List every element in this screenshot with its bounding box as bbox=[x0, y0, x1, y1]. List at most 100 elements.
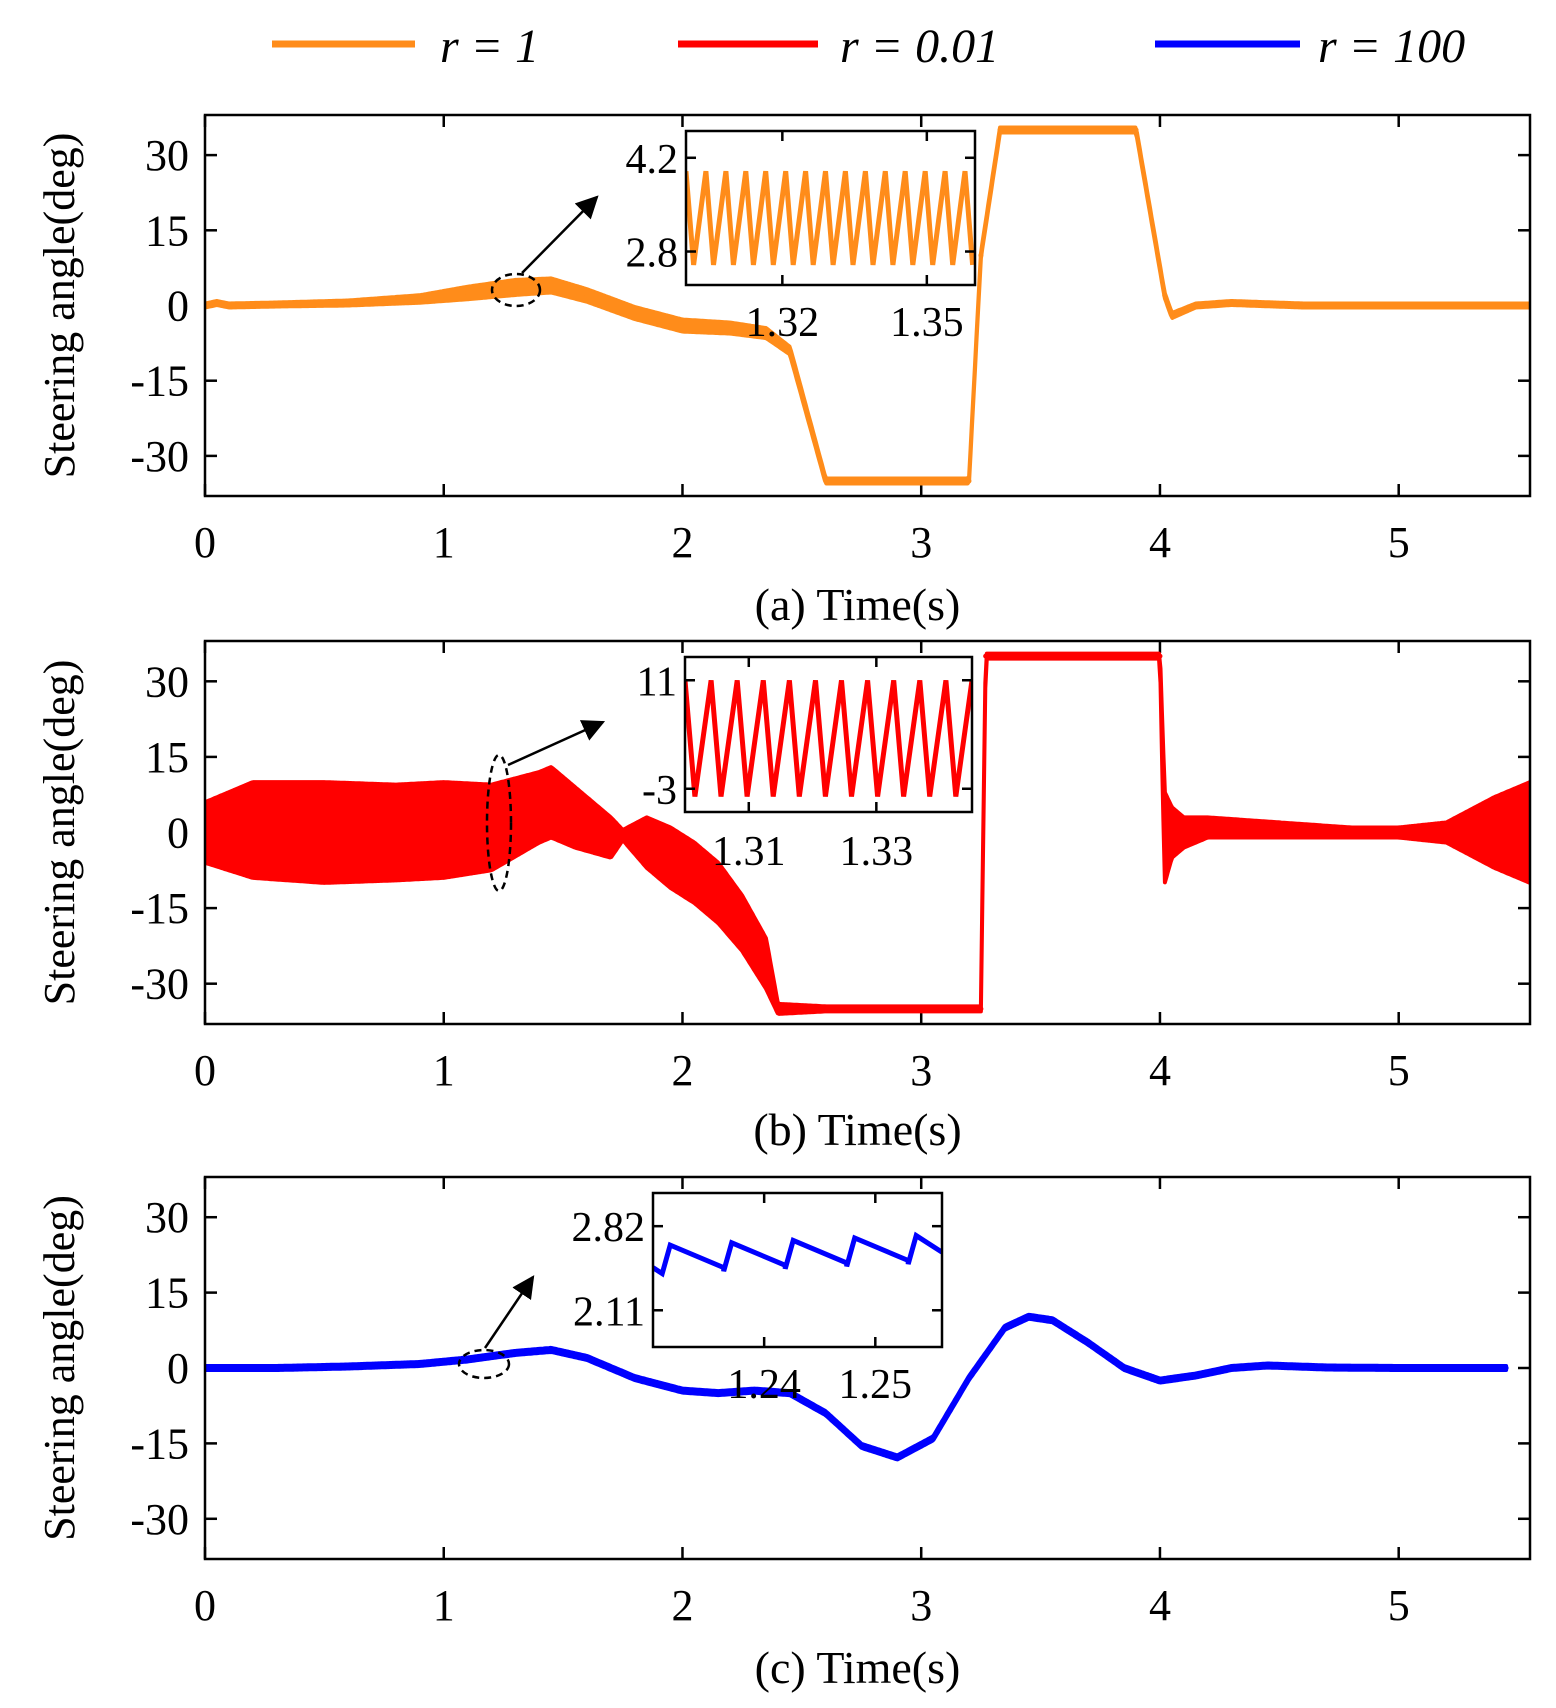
inset-x-tick-label: 1.31 bbox=[712, 829, 786, 875]
data-point bbox=[620, 832, 626, 838]
data-point bbox=[1324, 1364, 1330, 1370]
data-point bbox=[1264, 1362, 1270, 1368]
y-tick-label: 0 bbox=[167, 1344, 189, 1393]
x-tick-label: 1 bbox=[433, 1581, 455, 1630]
data-point bbox=[1162, 835, 1168, 841]
data-point bbox=[1229, 1365, 1235, 1371]
data-point bbox=[823, 1006, 829, 1012]
inset-c: 2.82 2.11 1.24 1.25 bbox=[572, 1191, 944, 1408]
y-tick-label: -30 bbox=[130, 432, 189, 481]
data-point bbox=[966, 478, 972, 484]
data-point bbox=[250, 827, 256, 833]
series-area-b bbox=[205, 651, 1530, 1016]
data-point bbox=[1026, 1314, 1032, 1320]
data-point bbox=[1396, 303, 1402, 308]
data-point bbox=[548, 282, 554, 288]
inset-x-tick-label: 1.33 bbox=[840, 829, 914, 875]
y-tick-label: 30 bbox=[145, 1193, 189, 1242]
inset-x-tick-label: 1.35 bbox=[890, 300, 964, 346]
inset-frame bbox=[684, 129, 977, 287]
y-tick-label: -15 bbox=[130, 1419, 189, 1468]
data-point bbox=[417, 1361, 423, 1367]
legend-label-1: r = 0.01 bbox=[840, 20, 999, 73]
data-point bbox=[274, 1365, 280, 1371]
zoom-region-ellipse bbox=[490, 272, 542, 308]
x-tick-label: 1 bbox=[433, 518, 455, 567]
series-band bbox=[205, 651, 1530, 1016]
data-point bbox=[1169, 313, 1175, 319]
data-point bbox=[644, 840, 650, 846]
series-area-a bbox=[205, 125, 1530, 486]
data-point bbox=[978, 252, 984, 258]
data-point bbox=[918, 478, 924, 484]
axis-frame bbox=[203, 639, 1532, 1026]
data-point bbox=[983, 653, 989, 659]
y-tick-label: 15 bbox=[145, 206, 189, 255]
x-tick-label: 0 bbox=[194, 1581, 216, 1630]
y-tick-label: 0 bbox=[167, 282, 189, 331]
data-point bbox=[465, 290, 471, 296]
data-point bbox=[345, 1363, 351, 1369]
y-tick-label: -15 bbox=[130, 357, 189, 406]
x-tick-label: 3 bbox=[910, 1581, 932, 1630]
legend: r = 1 r = 0.01 r = 100 bbox=[272, 20, 1465, 73]
data-point bbox=[1491, 830, 1497, 835]
data-point bbox=[1348, 830, 1354, 835]
data-point bbox=[668, 855, 674, 861]
x-tick-label: 4 bbox=[1149, 518, 1171, 567]
zoom-arrow bbox=[521, 195, 599, 274]
data-point bbox=[1229, 300, 1235, 306]
inset-y-tick-label: 2.8 bbox=[626, 231, 679, 277]
data-point bbox=[548, 1347, 554, 1353]
data-point bbox=[787, 348, 793, 354]
data-point bbox=[488, 824, 494, 830]
zoom-arrow bbox=[507, 720, 606, 767]
data-point bbox=[417, 296, 423, 302]
inset-x-tick-label: 1.24 bbox=[727, 1362, 801, 1408]
data-point bbox=[1050, 1317, 1056, 1323]
data-point bbox=[823, 478, 829, 484]
x-tick-label: 3 bbox=[910, 1046, 932, 1095]
inset-b: 11 -3 1.31 1.33 bbox=[637, 655, 974, 875]
data-point bbox=[608, 835, 614, 841]
y-tick-label: 30 bbox=[145, 131, 189, 180]
data-point bbox=[214, 300, 220, 306]
y-tick-label: 30 bbox=[145, 657, 189, 706]
data-point bbox=[787, 1390, 793, 1396]
x-tick-label: 5 bbox=[1388, 518, 1410, 567]
x-axis-label: (a) Time(s) bbox=[755, 579, 961, 630]
data-point bbox=[1002, 1325, 1008, 1331]
inset-x-tick-label: 1.32 bbox=[746, 300, 820, 346]
x-tick-label: 0 bbox=[194, 1046, 216, 1095]
y-tick-label: 15 bbox=[145, 1269, 189, 1318]
data-point bbox=[739, 920, 745, 926]
inset-a: 4.2 2.8 1.32 1.35 bbox=[626, 129, 977, 346]
data-point bbox=[997, 127, 1003, 133]
y-axis-label: Steering angle(deg) bbox=[35, 133, 84, 479]
data-point bbox=[715, 890, 721, 896]
data-point bbox=[715, 1390, 721, 1396]
data-point bbox=[1276, 827, 1282, 833]
y-tick-label: -15 bbox=[130, 884, 189, 933]
data-point bbox=[1300, 303, 1306, 308]
x-tick-label: 2 bbox=[671, 1581, 693, 1630]
data-point bbox=[966, 1375, 972, 1381]
data-point bbox=[859, 1443, 865, 1449]
data-point bbox=[1443, 1365, 1449, 1371]
axis-frame bbox=[203, 113, 1532, 498]
data-point bbox=[1503, 1365, 1509, 1371]
zoom-region-ellipse bbox=[485, 753, 513, 893]
data-point bbox=[763, 330, 769, 336]
data-point bbox=[1038, 127, 1044, 133]
data-point bbox=[1193, 1373, 1199, 1379]
x-tick-label: 1 bbox=[433, 1046, 455, 1095]
y-tick-label: 0 bbox=[167, 809, 189, 858]
zoom-arrow bbox=[483, 1275, 535, 1349]
inset-background bbox=[653, 1193, 942, 1347]
y-tick-label: -30 bbox=[130, 1495, 189, 1544]
data-point bbox=[918, 1006, 924, 1012]
inset-y-tick-label: 2.11 bbox=[573, 1289, 645, 1335]
